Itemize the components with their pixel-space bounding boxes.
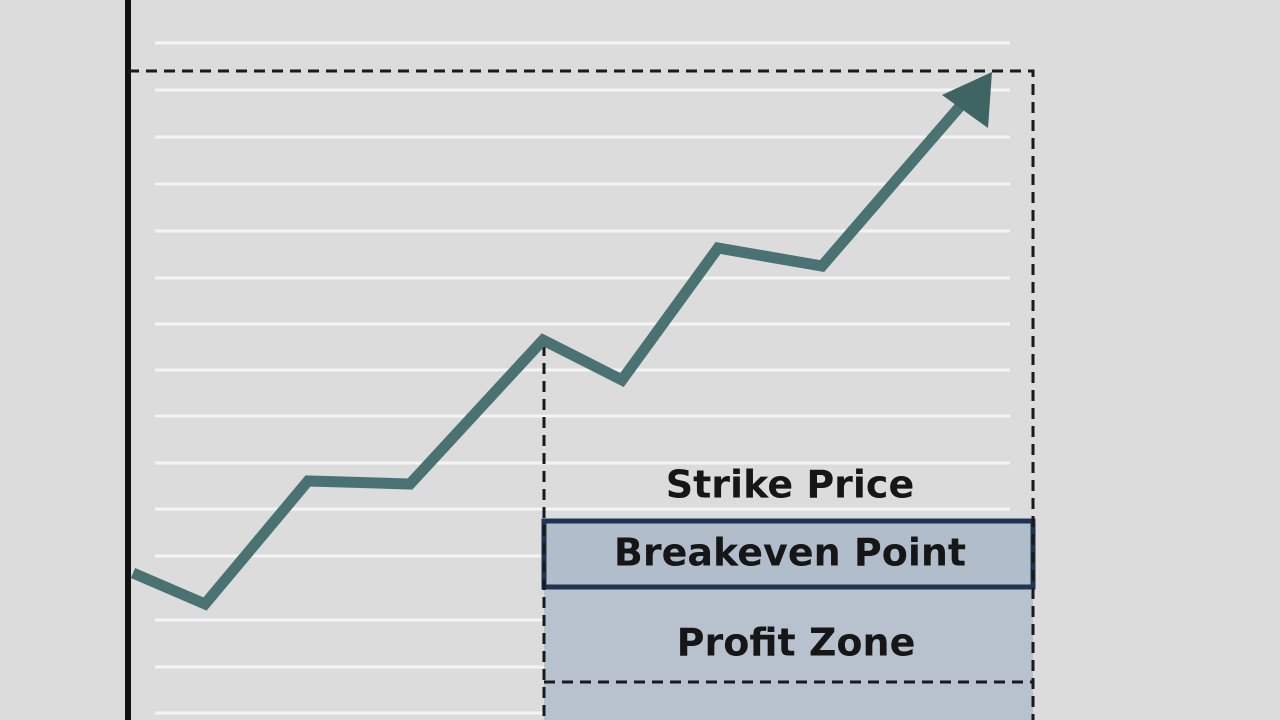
profit-zone-box — [544, 588, 1033, 720]
breakeven-label: Breakeven Point — [614, 531, 966, 575]
strike-price-label: Strike Price — [666, 463, 914, 507]
profit-zone-label: Profit Zone — [677, 621, 916, 665]
arrow-head — [942, 72, 992, 128]
strike-dash — [128, 69, 1035, 720]
trend-line — [130, 100, 967, 611]
breakeven-box — [541, 518, 1036, 590]
